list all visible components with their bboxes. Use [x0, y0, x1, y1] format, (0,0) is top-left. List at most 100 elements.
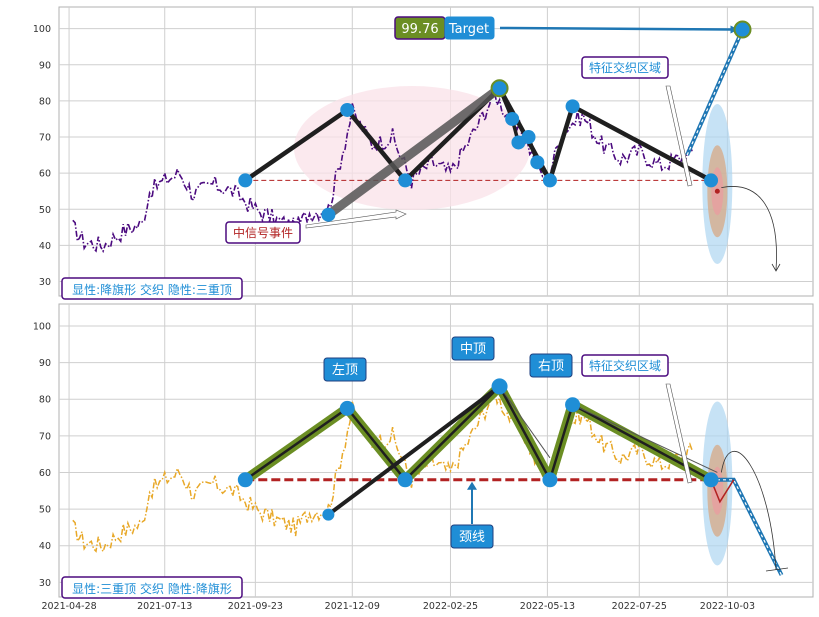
- bottom-y-ticks: 30 40 50 60 70 80 90 100: [33, 321, 51, 588]
- signal-wedge: [323, 83, 505, 220]
- top-pattern-label-box: [61, 277, 243, 300]
- pattern-node: [322, 508, 335, 521]
- x-tick-label: 2021-04-28: [41, 601, 96, 612]
- top-pattern-nodes: [238, 20, 752, 222]
- y-tick-label: 50: [39, 205, 51, 216]
- top-zone-label-box: [581, 56, 669, 79]
- bottom-price-series: [72, 387, 693, 554]
- pattern-node: [397, 472, 413, 488]
- y-tick-label: 80: [39, 395, 51, 406]
- pattern-node: [542, 472, 558, 488]
- bottom-zone-label-text: 特征交织区域: [589, 358, 661, 373]
- x-tick-label: 2022-07-25: [612, 601, 667, 612]
- bottom-pattern-label-text: 显性:三重顶 交织 隐性:降旗形: [72, 581, 232, 596]
- flag-line-2: [499, 386, 551, 459]
- y-tick-label: 80: [39, 96, 51, 107]
- target-value-text: 99.76: [401, 22, 438, 37]
- neckline-label-box: [450, 524, 494, 549]
- pattern-node: [511, 135, 526, 150]
- bottom-pattern-label-box: [61, 576, 243, 599]
- mid-top-label: 中顶: [451, 336, 495, 361]
- zone-pointer: [665, 383, 693, 484]
- y-tick-label: 60: [39, 169, 51, 180]
- y-tick-label: 40: [39, 241, 51, 252]
- y-tick-label: 40: [39, 541, 51, 552]
- right-top-label-box: [529, 353, 573, 378]
- top-zone-label-text: 特征交织区域: [589, 60, 661, 75]
- pattern-node: [339, 400, 355, 416]
- neckline-arrowhead: [467, 481, 477, 490]
- projection-curve-head: [771, 263, 781, 272]
- y-tick-label: 90: [39, 358, 51, 369]
- x-tick-label: 2021-12-09: [325, 601, 380, 612]
- pattern-node: [491, 378, 508, 395]
- target-line-dash: [686, 29, 744, 156]
- flag-line: [327, 384, 501, 517]
- pattern-node: [704, 173, 719, 188]
- target-label-box: [444, 16, 495, 40]
- pattern-node: [565, 397, 581, 413]
- pattern-node: [733, 20, 752, 39]
- top-y-ticks: 30 40 50 60 70 80 90 100: [33, 24, 51, 288]
- bottom-zone-label-box: [581, 354, 669, 377]
- flag-line-3: [572, 404, 718, 473]
- x-tick-label: 2022-10-03: [700, 601, 755, 612]
- y-tick-label: 70: [39, 431, 51, 442]
- target-path-dash: [711, 479, 783, 576]
- event-label-box: [225, 221, 301, 244]
- x-tick-label: 2022-05-13: [520, 601, 575, 612]
- right-top-label: 右顶: [529, 353, 573, 378]
- event-label: 中信号事件: [225, 221, 301, 244]
- x-tick-label: 2021-07-13: [137, 601, 192, 612]
- top-zone-label: 特征交织区域: [581, 56, 669, 79]
- event-arrow: [305, 209, 407, 229]
- top-pattern-label: 显性:降旗形 交织 隐性:三重顶: [61, 277, 243, 300]
- mid-top-label-text: 中顶: [460, 342, 486, 357]
- pattern-node: [703, 472, 719, 488]
- bottom-panel: 30 40 50 60 70 80 90 100: [33, 303, 814, 598]
- price-line: [72, 88, 693, 254]
- neckline-label-text: 颈线: [459, 530, 485, 545]
- pattern-node: [530, 155, 545, 170]
- target-badge: 99.76 Target: [394, 16, 495, 40]
- pattern-node: [238, 173, 253, 188]
- y-tick-label: 90: [39, 60, 51, 71]
- projection-tick: [765, 567, 789, 572]
- y-tick-label: 70: [39, 133, 51, 144]
- pattern-node: [237, 472, 253, 488]
- pattern-node: [565, 99, 580, 114]
- pattern-node: [542, 173, 557, 188]
- pattern-node: [321, 207, 336, 222]
- y-tick-label: 100: [33, 321, 51, 332]
- pattern-node: [340, 102, 355, 117]
- top-interweave-zone: [702, 104, 733, 265]
- top-pattern-label-text: 显性:降旗形 交织 隐性:三重顶: [72, 282, 232, 297]
- y-tick-label: 30: [39, 277, 51, 288]
- left-top-label: 左顶: [323, 357, 367, 382]
- projection-curve: [720, 450, 777, 571]
- mid-top-label-box: [451, 336, 495, 361]
- top-price-series: [72, 88, 693, 254]
- x-axis-ticks: 2021-04-28 2021-07-13 2021-09-23 2021-12-09…: [41, 601, 755, 612]
- y-tick-label: 50: [39, 505, 51, 516]
- y-tick-label: 100: [33, 24, 51, 35]
- zone-center: [714, 188, 720, 194]
- event-label-text: 中信号事件: [233, 225, 293, 240]
- y-tick-label: 60: [39, 468, 51, 479]
- top-panel: 30 40 50 60 70 80 90 100: [33, 6, 814, 297]
- x-tick-label: 2021-09-23: [228, 601, 283, 612]
- pattern-node: [505, 111, 520, 126]
- bottom-zone-label: 特征交织区域: [581, 354, 669, 377]
- zone-zigzag: [710, 479, 735, 504]
- bottom-pattern-nodes: [237, 378, 719, 521]
- x-tick-label: 2022-02-25: [423, 601, 478, 612]
- target-arrow: [499, 26, 731, 31]
- pattern-node: [398, 173, 413, 188]
- bottom-pattern-label: 显性:三重顶 交织 隐性:降旗形: [61, 576, 243, 599]
- zone-pointer: [665, 85, 693, 187]
- target-label-text: Target: [448, 22, 489, 37]
- neckline-label: 颈线: [450, 524, 494, 549]
- projection-curve: [721, 186, 777, 271]
- left-top-label-text: 左顶: [332, 363, 358, 378]
